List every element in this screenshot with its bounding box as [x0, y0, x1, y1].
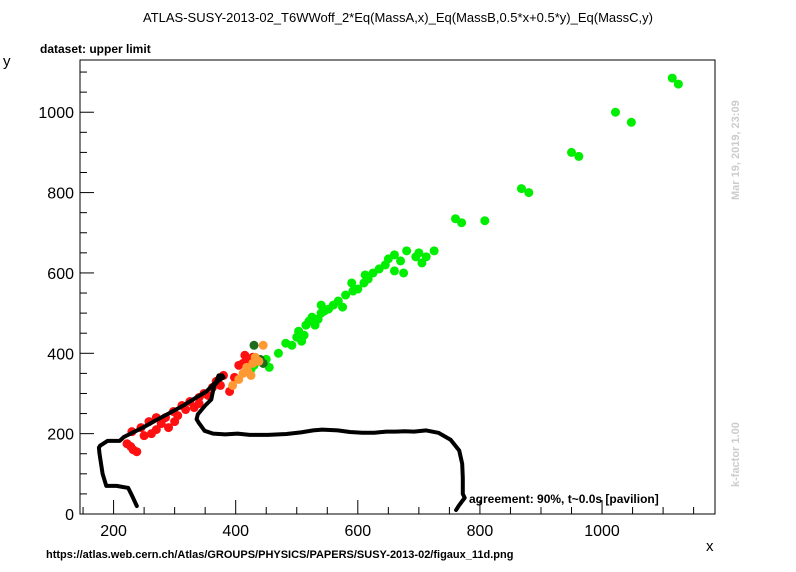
data-point-green [673, 79, 683, 89]
data-point-green [457, 218, 467, 228]
plot-frame [79, 59, 716, 515]
data-point-green [524, 188, 534, 198]
y-tick-label: 0 [65, 507, 74, 524]
data-point-red [132, 447, 142, 457]
data-point-green [574, 151, 584, 161]
exclusion-contour-line [96, 373, 467, 512]
data-point-green [667, 73, 677, 83]
plot-border [79, 59, 716, 515]
y-tick-label: 800 [47, 186, 74, 203]
data-point-red [170, 417, 180, 427]
data-point-green [480, 216, 490, 226]
data-point-green [316, 300, 326, 310]
x-tick-label: 800 [467, 523, 494, 540]
data-point-orange [254, 356, 264, 366]
chart-subtitle: dataset: upper limit [40, 42, 151, 56]
data-point-green [273, 348, 283, 358]
data-point-green [610, 107, 620, 117]
x-axis-label: x [706, 538, 714, 555]
source-url: https://atlas.web.cern.ch/Atlas/GROUPS/P… [46, 549, 514, 561]
y-tick-label: 600 [47, 266, 74, 283]
data-point-orange [246, 370, 256, 380]
x-tick-label: 200 [100, 523, 127, 540]
x-tick-label: 600 [344, 523, 371, 540]
data-point-green [567, 147, 577, 157]
agreement-annotation: agreement: 90%, t~0.0s [pavilion] [469, 492, 659, 506]
data-point-orange [228, 380, 238, 390]
data-point-orange [258, 340, 268, 350]
data-point-green [341, 290, 351, 300]
x-tick-label: 400 [222, 523, 249, 540]
data-point-green [287, 340, 297, 350]
data-point-green [360, 270, 370, 280]
data-point-red [139, 431, 149, 441]
exclusion-contour [96, 373, 467, 512]
data-point-green [396, 256, 406, 266]
y-tick-label: 400 [47, 346, 74, 363]
chart-title: ATLAS-SUSY-2013-02_T6WWoff_2*Eq(MassA,x)… [143, 10, 653, 25]
data-point-green [626, 117, 636, 127]
data-point-green [421, 252, 431, 262]
y-axis-label: y [3, 53, 11, 70]
data-point-red [194, 399, 204, 409]
data-point-green [389, 266, 399, 276]
data-point-green [299, 330, 309, 340]
data-point-green [402, 246, 412, 256]
data-point-orange [242, 362, 252, 372]
data-point-red [164, 423, 174, 433]
data-point-green [353, 284, 363, 294]
data-point-green [516, 184, 526, 194]
x-tick-label: 1000 [584, 523, 620, 540]
y-tick-label: 200 [47, 427, 74, 444]
data-point-green [347, 278, 357, 288]
scatter-points [122, 73, 683, 457]
data-point-green [429, 246, 439, 256]
data-point-red [151, 425, 161, 435]
data-point-green [399, 268, 409, 278]
data-point-green [338, 302, 348, 312]
data-point-green [414, 248, 424, 258]
data-point-green [389, 250, 399, 260]
y-tick-label: 1000 [38, 105, 74, 122]
data-point-dark-green [249, 340, 259, 350]
axis-ticks: 200 400 600 800 1000 0 200 400 600 800 1000 [38, 71, 695, 540]
